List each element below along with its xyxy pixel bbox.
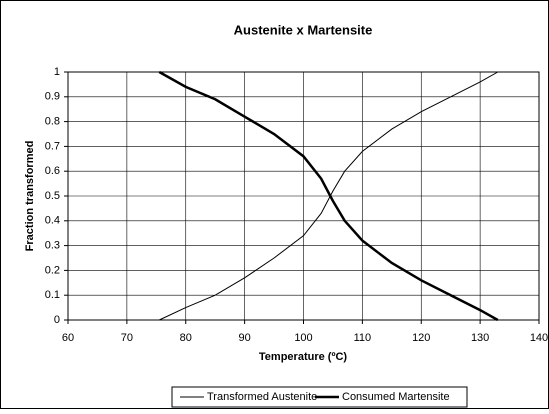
x-tick-label: 140 — [530, 332, 548, 344]
plot-border — [67, 71, 540, 321]
legend-label: Consumed Martensite — [342, 391, 450, 403]
y-tick-label: 0.8 — [45, 116, 60, 128]
x-tick-label: 70 — [121, 332, 133, 344]
x-tick-label: 130 — [471, 332, 489, 344]
series-line — [158, 70, 499, 322]
y-tick-label: 0.4 — [45, 215, 60, 227]
series-line — [159, 71, 499, 321]
y-tick-label: 0.2 — [45, 264, 60, 276]
y-tick-label: 0 — [54, 314, 60, 326]
y-tick-label: 0.5 — [45, 190, 60, 202]
x-tick-label: 110 — [354, 332, 372, 344]
x-axis-label: Temperature (ºC) — [259, 351, 347, 363]
y-tick-label: 0.1 — [45, 289, 60, 301]
x-tick-label: 120 — [412, 332, 430, 344]
x-tick-label: 80 — [180, 332, 192, 344]
legend-label: Transformed Austenite — [207, 391, 317, 403]
y-axis-label: Fraction transformed — [24, 141, 36, 252]
y-tick-label: 0.9 — [45, 91, 60, 103]
x-tick-label: 60 — [62, 332, 74, 344]
y-tick-label: 0.7 — [45, 140, 60, 152]
y-tick-label: 1 — [54, 66, 60, 78]
x-tick-label: 90 — [239, 332, 251, 344]
y-tick-label: 0.3 — [45, 240, 60, 252]
y-tick-label: 0.6 — [45, 165, 60, 177]
chart-title: Austenite x Martensite — [234, 22, 373, 37]
x-tick-label: 100 — [294, 332, 312, 344]
